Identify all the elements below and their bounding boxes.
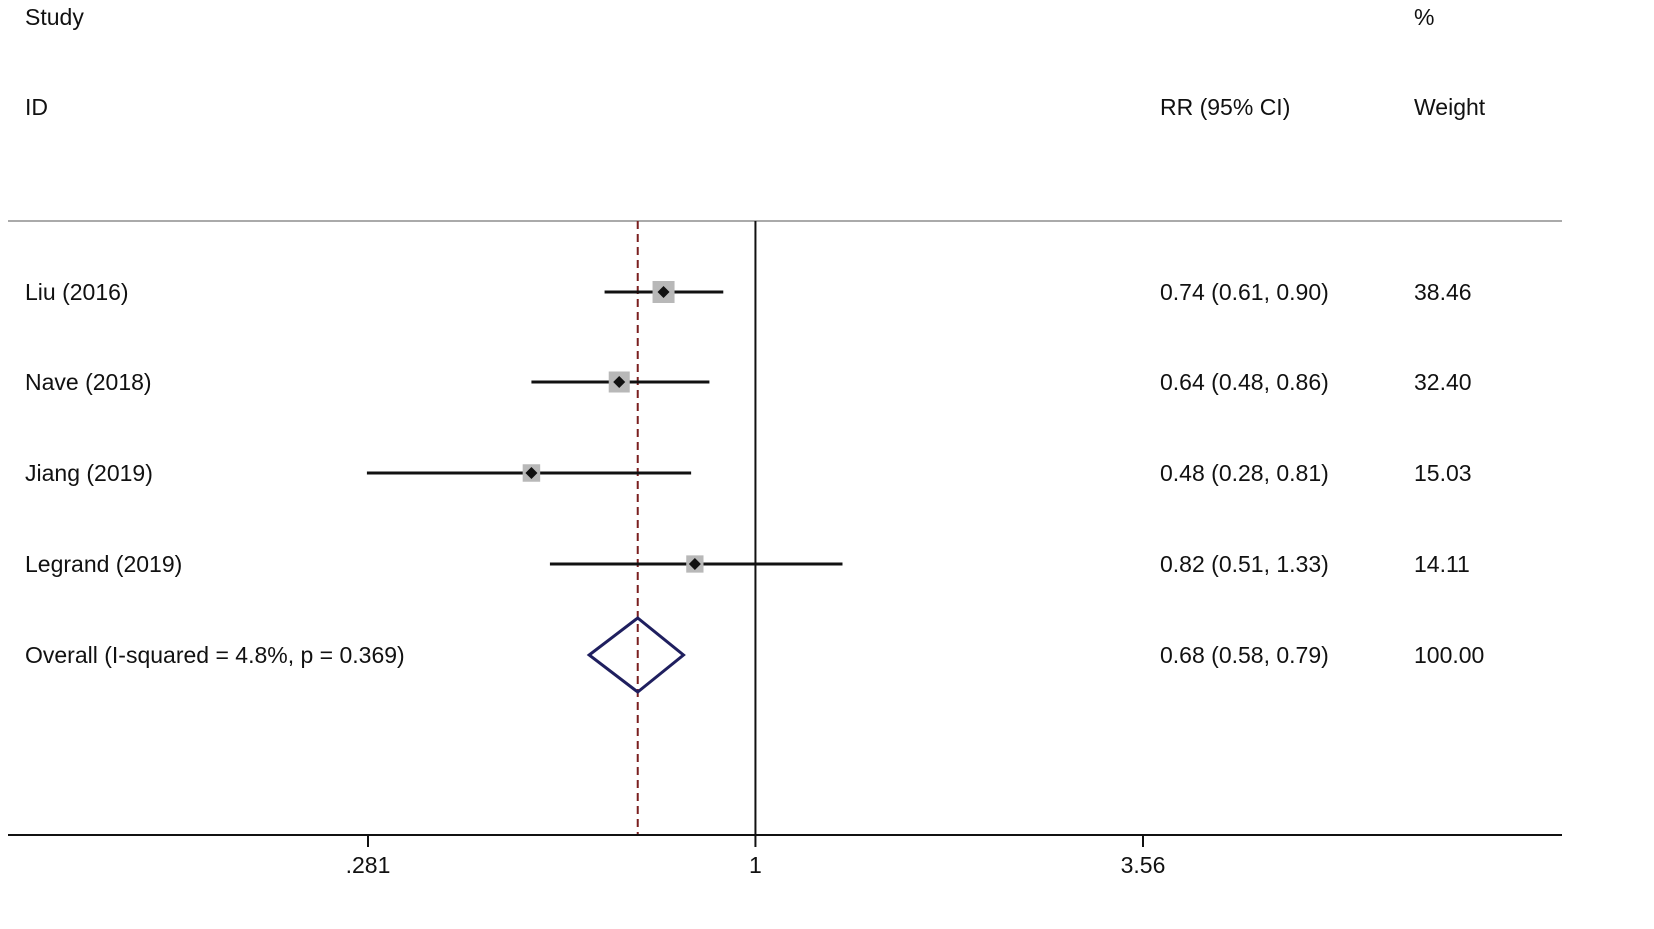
- header-rr-ci: RR (95% CI): [1160, 94, 1290, 120]
- header-weight: Weight: [1414, 94, 1486, 120]
- weight-text-3: 15.03: [1414, 460, 1472, 486]
- point-estimate-2: [613, 376, 626, 388]
- study-label-1: Liu (2016): [25, 279, 129, 305]
- estimate-text-1: 0.74 (0.61, 0.90): [1160, 279, 1329, 305]
- study-label-2: Nave (2018): [25, 369, 152, 395]
- point-estimate-1: [657, 286, 670, 298]
- estimate-text-4: 0.82 (0.51, 1.33): [1160, 551, 1329, 577]
- weight-text-2: 32.40: [1414, 369, 1472, 395]
- overall-label: Overall (I-squared = 4.8%, p = 0.369): [25, 642, 405, 668]
- header-study: Study: [25, 4, 84, 30]
- header-percent: %: [1414, 4, 1434, 30]
- point-estimate-3: [525, 467, 538, 479]
- x-tick-label-1: .281: [346, 852, 391, 878]
- study-label-4: Legrand (2019): [25, 551, 182, 577]
- estimate-text-3: 0.48 (0.28, 0.81): [1160, 460, 1329, 486]
- weight-text-1: 38.46: [1414, 279, 1472, 305]
- overall-estimate-text: 0.68 (0.58, 0.79): [1160, 642, 1329, 668]
- study-label-3: Jiang (2019): [25, 460, 153, 486]
- x-tick-label-3: 3.56: [1121, 852, 1166, 878]
- plot-layer: Liu (2016) 0.74 (0.61, 0.90) 38.46 Nave (20…: [8, 221, 1562, 878]
- estimate-text-2: 0.64 (0.48, 0.86): [1160, 369, 1329, 395]
- point-estimate-4: [688, 558, 701, 570]
- weight-text-4: 14.11: [1414, 551, 1470, 577]
- overall-diamond: [586, 616, 686, 694]
- header-id: ID: [25, 94, 48, 120]
- x-tick-label-2: 1: [749, 852, 762, 878]
- overall-weight-text: 100.00: [1414, 642, 1484, 668]
